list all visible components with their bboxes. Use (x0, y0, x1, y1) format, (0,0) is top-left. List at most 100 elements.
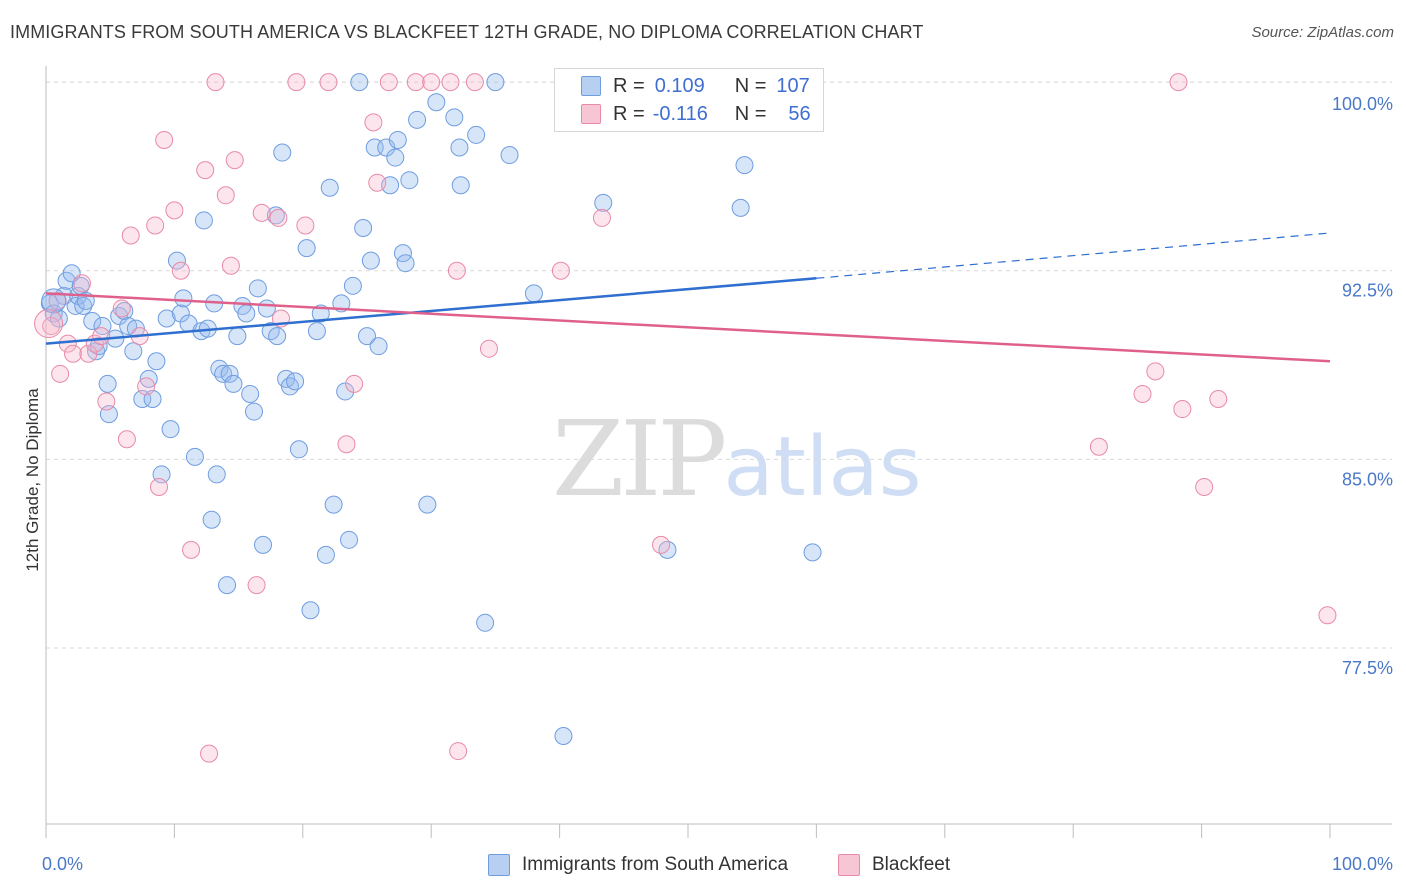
point-immigrants (500, 146, 519, 165)
point-blackfeet (252, 203, 271, 222)
point-immigrants (228, 327, 247, 346)
point-blackfeet (465, 73, 484, 92)
point-immigrants (207, 465, 226, 484)
legend-n-label: N = (734, 102, 767, 125)
point-immigrants (386, 148, 405, 167)
point-blackfeet (406, 73, 425, 92)
point-blackfeet (112, 299, 131, 318)
point-blackfeet (1169, 73, 1188, 92)
point-blackfeet (171, 261, 190, 280)
point-immigrants (297, 239, 316, 258)
pink-swatch-icon (581, 104, 601, 124)
point-blackfeet (221, 256, 240, 275)
point-immigrants (467, 125, 486, 144)
legend-row-blackfeet: R = -0.116 N = 56 (555, 100, 811, 128)
point-blackfeet (364, 113, 383, 132)
x-tick-label: 0.0% (42, 854, 83, 874)
point-blackfeet (79, 344, 98, 363)
point-immigrants (418, 495, 437, 514)
correlation-legend: R = 0.109 N = 107 R = -0.116 N = 56 (554, 68, 824, 132)
point-blackfeet (1173, 400, 1192, 419)
point-immigrants (74, 296, 93, 315)
point-immigrants (451, 176, 470, 195)
point-immigrants (83, 312, 102, 331)
point-blackfeet (1318, 606, 1337, 625)
x-tick-label: 100.0% (1332, 854, 1393, 874)
point-immigrants (157, 309, 176, 328)
gridlines (46, 81, 1392, 649)
point-immigrants (476, 613, 495, 632)
legend-r-label: R = (613, 102, 645, 125)
point-immigrants (202, 510, 221, 529)
point-blackfeet (1146, 362, 1165, 381)
point-immigrants (396, 254, 415, 273)
point-immigrants (115, 301, 134, 320)
trend-line-immigrants (45, 277, 817, 345)
point-immigrants (731, 198, 750, 217)
point-blackfeet (216, 186, 235, 205)
point-immigrants (340, 530, 359, 549)
y-tick-label: 92.5% (1342, 281, 1393, 301)
point-immigrants (307, 322, 326, 341)
point-immigrants (268, 327, 287, 346)
point-immigrants (369, 337, 388, 356)
point-blackfeet (1133, 384, 1152, 403)
y-tick-label: 85.0% (1342, 469, 1393, 489)
point-blackfeet (592, 208, 611, 227)
point-blackfeet (551, 261, 570, 280)
point-blackfeet (422, 73, 441, 92)
point-blackfeet (165, 201, 184, 220)
point-immigrants (257, 299, 276, 318)
axes (45, 66, 1392, 838)
bottom-legend-blackfeet: Blackfeet (838, 852, 950, 878)
point-immigrants (224, 374, 243, 393)
point-blackfeet (479, 339, 498, 358)
point-blackfeet (225, 151, 244, 170)
chart-title: IMMIGRANTS FROM SOUTH AMERICA VS BLACKFE… (10, 22, 924, 42)
point-blackfeet (121, 226, 140, 245)
legend-n-value: 107 (776, 74, 810, 97)
point-immigrants (289, 440, 308, 459)
point-blackfeet (206, 73, 225, 92)
point-blackfeet (247, 576, 266, 595)
point-immigrants (161, 420, 180, 439)
point-immigrants (124, 342, 143, 361)
point-immigrants (218, 576, 237, 595)
point-immigrants (350, 73, 369, 92)
point-immigrants (301, 601, 320, 620)
point-blackfeet (182, 540, 201, 559)
point-immigrants (220, 364, 239, 383)
point-immigrants (194, 211, 213, 230)
legend-r-value: 0.109 (654, 74, 705, 97)
point-immigrants (445, 108, 464, 127)
point-blackfeet (149, 478, 168, 497)
point-blackfeet (287, 73, 306, 92)
data-points (34, 73, 1337, 763)
point-immigrants (486, 73, 505, 92)
point-immigrants (320, 178, 339, 197)
legend-row-immigrants: R = 0.109 N = 107 (555, 72, 810, 100)
series-name: Immigrants from South America (522, 854, 789, 875)
point-immigrants (427, 93, 446, 112)
point-immigrants (273, 143, 292, 162)
blue-swatch-icon (488, 854, 510, 876)
point-blackfeet (319, 73, 338, 92)
point-immigrants (336, 382, 355, 401)
point-immigrants (167, 251, 186, 270)
blue-swatch-icon (581, 76, 601, 96)
point-immigrants (554, 726, 573, 745)
point-immigrants (803, 543, 822, 562)
point-blackfeet (97, 392, 116, 411)
point-immigrants (316, 545, 335, 564)
point-immigrants (248, 279, 267, 298)
point-blackfeet (1195, 478, 1214, 497)
legend-r-value: -0.116 (652, 102, 708, 125)
point-immigrants (408, 110, 427, 129)
y-axis-title: 12th Grade, No Diploma (23, 388, 42, 572)
point-blackfeet (269, 208, 288, 227)
point-blackfeet (1209, 389, 1228, 408)
point-immigrants (735, 156, 754, 175)
source-label: Source: ZipAtlas.com (1251, 24, 1394, 41)
point-blackfeet (449, 742, 468, 761)
